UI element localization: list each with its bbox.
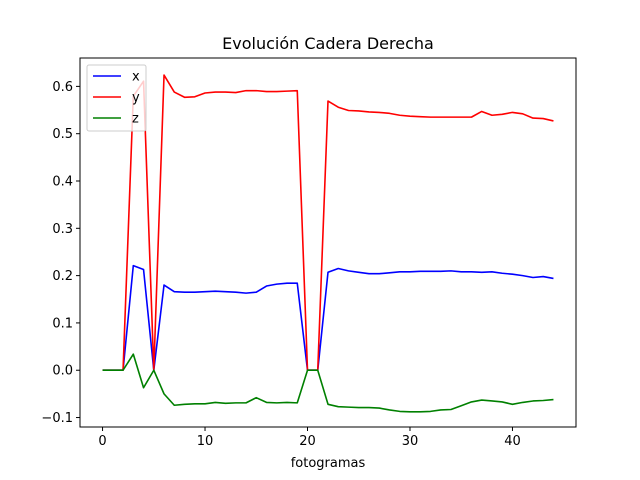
series-line-z bbox=[102, 353, 554, 413]
x-tick-label: 30 bbox=[402, 434, 419, 449]
y-tick-label: 0.5 bbox=[52, 127, 73, 142]
y-tick-label: 0.3 bbox=[52, 222, 73, 237]
y-axis: −0.1 0.0 0.1 0.2 0.3 0.4 0.5 0.6 bbox=[41, 80, 80, 426]
x-axis-label: fotogramas bbox=[291, 456, 366, 471]
legend-box bbox=[86, 64, 147, 132]
legend: xyz bbox=[86, 64, 147, 132]
y-tick-label: 0.0 bbox=[52, 364, 73, 379]
x-tick-label: 40 bbox=[504, 434, 521, 449]
y-tick-label: 0.1 bbox=[52, 316, 73, 331]
x-tick-label: 0 bbox=[98, 434, 106, 449]
y-tick-label: 0.4 bbox=[52, 175, 73, 190]
y-tick-label: 0.2 bbox=[52, 269, 73, 284]
series-line-x bbox=[102, 264, 554, 372]
x-tick-label: 10 bbox=[197, 434, 214, 449]
series-line-y bbox=[102, 74, 554, 372]
y-tick-label: −0.1 bbox=[41, 411, 73, 426]
legend-label-z: z bbox=[132, 112, 139, 127]
x-axis: 0 10 20 30 40 bbox=[98, 427, 521, 449]
chart-title: Evolución Cadera Derecha bbox=[222, 34, 434, 53]
plot-area-frame bbox=[79, 57, 577, 428]
series-layer bbox=[102, 74, 554, 413]
legend-label-x: x bbox=[132, 70, 140, 85]
legend-label-y: y bbox=[132, 91, 140, 106]
x-tick-label: 20 bbox=[299, 434, 316, 449]
y-tick-label: 0.6 bbox=[52, 80, 73, 95]
